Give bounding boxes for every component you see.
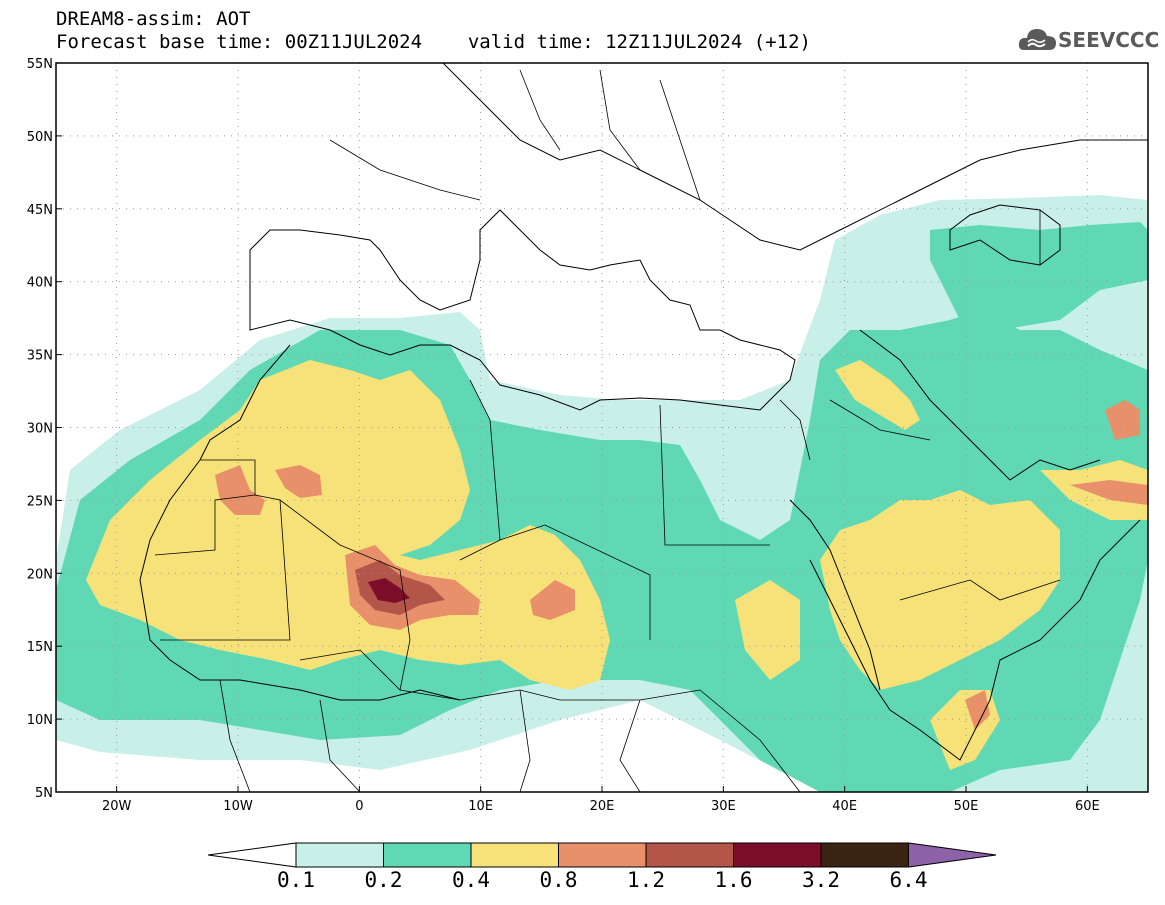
lat-label: 50N <box>27 130 53 145</box>
lon-label: 10W <box>223 799 253 814</box>
axis-ticks <box>56 62 1088 793</box>
borders <box>154 69 1061 792</box>
aot-band-0.8-g <box>965 690 990 730</box>
lon-label: 0 <box>355 799 363 814</box>
colorbar-segment <box>558 842 647 868</box>
aot-band-0.8-e <box>1105 400 1140 440</box>
lon-label: 10E <box>468 799 493 814</box>
colorbar-label: 0.2 <box>364 868 403 892</box>
colorbar-segment <box>733 842 822 868</box>
lat-label: 55N <box>27 57 53 72</box>
lat-label: 30N <box>27 422 53 437</box>
colorbar-segment <box>470 842 559 868</box>
colorbar-segment <box>645 842 734 868</box>
colorbar-segment <box>383 842 472 868</box>
aot-band-0.8-a <box>215 465 265 515</box>
aot-band-0.4-arabia <box>820 490 1060 690</box>
lat-label: 35N <box>27 349 53 364</box>
lat-label: 10N <box>27 713 53 728</box>
aot-band-0.4-mesopotamia <box>835 360 920 430</box>
colorbar-segment <box>295 842 384 868</box>
colorbar-segment <box>820 842 909 868</box>
lon-label: 20E <box>590 799 615 814</box>
colorbar-label: 1.2 <box>627 868 665 892</box>
coastlines <box>139 63 1148 761</box>
lat-label: 40N <box>27 276 53 291</box>
time-line: Forecast base time: 00Z11JUL2024 valid t… <box>56 31 811 53</box>
map-title: DREAM8-assim: AOT <box>56 8 251 30</box>
lon-label: 40E <box>832 799 857 814</box>
aot-band-1.2 <box>355 560 445 615</box>
colorbar-over-arrow <box>908 842 997 868</box>
cloud-icon <box>1018 29 1056 50</box>
colorbar-under-arrow <box>207 842 297 868</box>
lat-label: 45N <box>27 203 53 218</box>
lat-label: 5N <box>35 786 53 801</box>
valid-time: valid time: 12Z11JUL2024 (+12) <box>467 31 811 53</box>
lat-label: 20N <box>27 567 53 582</box>
lon-label: 60E <box>1075 799 1100 814</box>
logo-text: SEEVCCC <box>1058 28 1160 52</box>
lon-label: 50E <box>954 799 979 814</box>
aot-band-0.2-caspian <box>930 222 1148 330</box>
lon-labels: 20W 10W 0 10E 20E 30E 40E 50E 60E <box>102 799 1100 814</box>
lat-label: 25N <box>27 494 53 509</box>
colorbar-label: 0.4 <box>452 868 490 892</box>
colorbar-label: 6.4 <box>889 868 928 892</box>
lon-label: 20W <box>102 799 132 814</box>
aot-band-1.6 <box>368 578 410 603</box>
colorbar-label: 0.1 <box>277 868 315 892</box>
lat-label: 15N <box>27 640 53 655</box>
lon-label: 30E <box>711 799 736 814</box>
colorbar-label: 1.6 <box>714 868 753 892</box>
aot-band-0.4-east <box>735 580 800 680</box>
lat-labels: 55N 50N 45N 40N 35N 30N 25N 20N 15N 10N 5N <box>27 57 53 801</box>
colorbar <box>207 842 997 868</box>
colorbar-label: 3.2 <box>802 868 840 892</box>
aot-band-0.8-f <box>1070 480 1148 505</box>
aot-band-0.8-b <box>275 465 322 498</box>
aot-band-0.8-d <box>530 580 575 620</box>
map-grid <box>56 63 1148 792</box>
colorbar-label: 0.8 <box>539 868 578 892</box>
base-time: Forecast base time: 00Z11JUL2024 <box>56 31 423 53</box>
